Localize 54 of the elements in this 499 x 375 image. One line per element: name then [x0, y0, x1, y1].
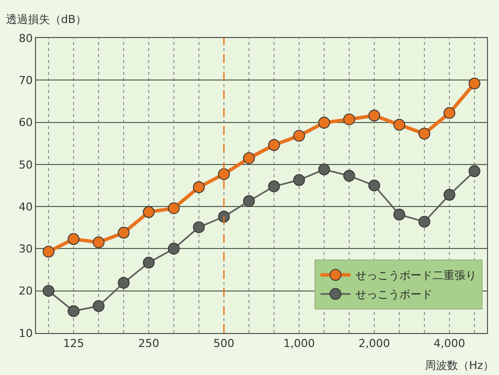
point: [118, 226, 130, 239]
point: [142, 206, 155, 218]
point: [368, 180, 380, 192]
point: [343, 170, 356, 182]
x-tick-label: 250: [138, 337, 160, 350]
y-tick-label: 80: [18, 32, 33, 45]
point: [218, 168, 230, 180]
point: [268, 139, 280, 151]
legend-label: せっこうボード二重張り: [355, 269, 476, 282]
point: [418, 216, 430, 228]
y-tick-label: 10: [18, 326, 33, 340]
legend-label: せっこうボード: [355, 288, 432, 302]
point: [42, 284, 54, 297]
y-tick-label: 40: [18, 200, 33, 214]
point: [444, 107, 456, 119]
x-tick-label: 125: [63, 337, 84, 350]
point: [92, 236, 105, 248]
point: [42, 246, 54, 258]
point: [368, 110, 380, 122]
x-tick-label: 500: [213, 337, 234, 350]
point: [318, 164, 330, 176]
point: [118, 276, 130, 289]
y-axis-title: 透過損失（dB）: [6, 13, 87, 26]
point: [468, 78, 480, 90]
point: [68, 233, 80, 245]
point: [218, 210, 230, 223]
x-tick-label: 4,000: [434, 337, 466, 350]
point: [168, 202, 180, 214]
y-tick-label: 30: [18, 242, 33, 256]
point: [68, 305, 80, 317]
point: [293, 130, 305, 142]
x-axis-title: 周波数（Hz）: [425, 359, 494, 372]
point: [192, 221, 205, 234]
point: [343, 113, 356, 126]
point: [293, 174, 305, 186]
point: [444, 188, 456, 201]
y-tick-label: 20: [18, 284, 33, 298]
point: [192, 181, 205, 194]
point: [243, 152, 255, 164]
point: [318, 116, 330, 129]
y-tick-label: 60: [18, 116, 33, 130]
y-tick-label: 50: [18, 158, 33, 172]
point: [418, 128, 430, 140]
x-tick-label: 2,000: [358, 337, 390, 350]
point: [168, 242, 180, 255]
y-tick-label: 70: [18, 74, 33, 87]
point: [142, 256, 155, 269]
x-tick-label: 1,000: [283, 337, 315, 350]
point: [393, 208, 406, 220]
point: [243, 195, 255, 207]
point: [92, 300, 105, 312]
point: [393, 118, 406, 131]
point: [468, 165, 480, 178]
point: [268, 180, 280, 192]
